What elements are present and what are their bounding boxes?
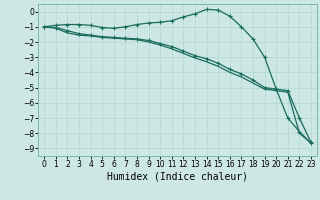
X-axis label: Humidex (Indice chaleur): Humidex (Indice chaleur): [107, 172, 248, 182]
